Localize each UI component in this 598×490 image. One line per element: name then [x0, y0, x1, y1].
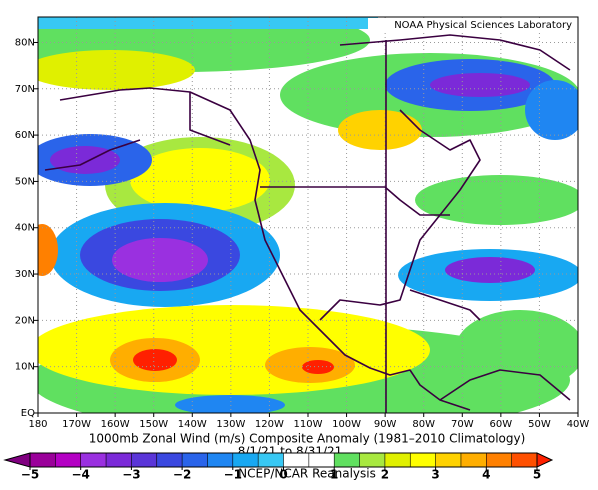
coastlines [44, 34, 571, 413]
anomaly-field [38, 17, 578, 413]
lat-label: 80N [15, 37, 35, 48]
lon-label: 60W [490, 419, 513, 430]
map-frame [37, 16, 579, 414]
colorbar-label: 4 [482, 468, 490, 482]
colorbar-label: −1 [224, 468, 242, 482]
colorbar-label: 1 [330, 468, 338, 482]
lat-label: 40N [15, 223, 35, 234]
lat-label: 30N [15, 269, 35, 280]
colorbar [3, 452, 554, 470]
colorbar-swatch [258, 453, 284, 467]
lon-label: 150W [139, 419, 168, 430]
colorbar-swatch [460, 453, 487, 467]
colorbar-label: 2 [381, 468, 389, 482]
lat-label: 70N [15, 84, 35, 95]
lon-label: 110W [294, 419, 323, 430]
colorbar-label: −4 [71, 468, 89, 482]
colorbar-swatch [156, 453, 183, 467]
colorbar-swatch [410, 453, 437, 467]
lat-label: 10N [15, 362, 35, 373]
lon-label: 50W [528, 419, 551, 430]
colorbar-label: −5 [21, 468, 39, 482]
colorbar-swatch [80, 453, 107, 467]
lon-label: 120W [255, 419, 284, 430]
lat-label: 20N [15, 315, 35, 326]
lat-label: 60N [15, 130, 35, 141]
lon-label: 130W [216, 419, 245, 430]
colorbar-swatch [30, 453, 56, 467]
colorbar-swatch [55, 453, 82, 467]
colorbar-swatch [511, 453, 538, 467]
colorbar-label: −2 [173, 468, 191, 482]
colorbar-swatch [359, 453, 386, 467]
colorbar-label: 0 [279, 468, 287, 482]
colorbar-label: 5 [533, 468, 541, 482]
lon-label: 180 [28, 419, 47, 430]
colorbar-swatch [384, 453, 411, 467]
lon-label: 40W [567, 419, 590, 430]
map-source: NCEP/NCAR Reanalysis [238, 467, 376, 481]
colorbar-over [536, 452, 554, 468]
lab-box [368, 18, 577, 32]
lon-label: 80W [412, 419, 435, 430]
colorbar-swatch [182, 453, 208, 467]
colorbar-swatch [106, 453, 132, 467]
lon-label: 90W [374, 419, 397, 430]
lat-label: EQ [21, 408, 35, 419]
colorbar-swatch [435, 453, 462, 467]
colorbar-swatch [283, 453, 310, 467]
lon-label: 160W [101, 419, 130, 430]
colorbar-under [3, 452, 31, 468]
colorbar-swatch [486, 453, 513, 467]
graticule [34, 17, 579, 417]
colorbar-swatch [334, 453, 361, 467]
lon-label: 70W [451, 419, 474, 430]
lat-label: 50N [15, 176, 35, 187]
colorbar-swatch [308, 453, 335, 467]
lon-label: 140W [178, 419, 207, 430]
lab-name: NOAA Physical Sciences Laboratory [394, 20, 572, 31]
colorbar-swatch [131, 453, 158, 467]
colorbar-label: −3 [122, 468, 140, 482]
colorbar-swatch [207, 453, 234, 467]
map-title: 1000mb Zonal Wind (m/s) Composite Anomal… [89, 432, 526, 446]
colorbar-swatch [232, 453, 259, 467]
lon-label: 100W [332, 419, 361, 430]
lon-label: 170W [62, 419, 91, 430]
colorbar-label: 3 [431, 468, 439, 482]
